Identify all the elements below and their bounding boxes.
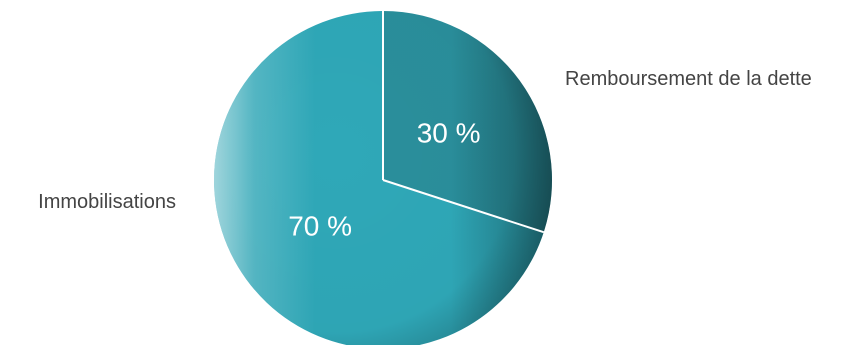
slice-category-label: Immobilisations [38, 191, 176, 213]
slice-value-label: 70 % [288, 211, 352, 242]
slice-value-label: 30 % [417, 117, 481, 148]
slice-category-label: Remboursement de la dette [565, 68, 812, 90]
pie-labels: 30 % Remboursement de la dette 70 % Immobil… [38, 68, 812, 242]
slice-separators [382, 11, 545, 234]
slice-separator [382, 179, 545, 234]
